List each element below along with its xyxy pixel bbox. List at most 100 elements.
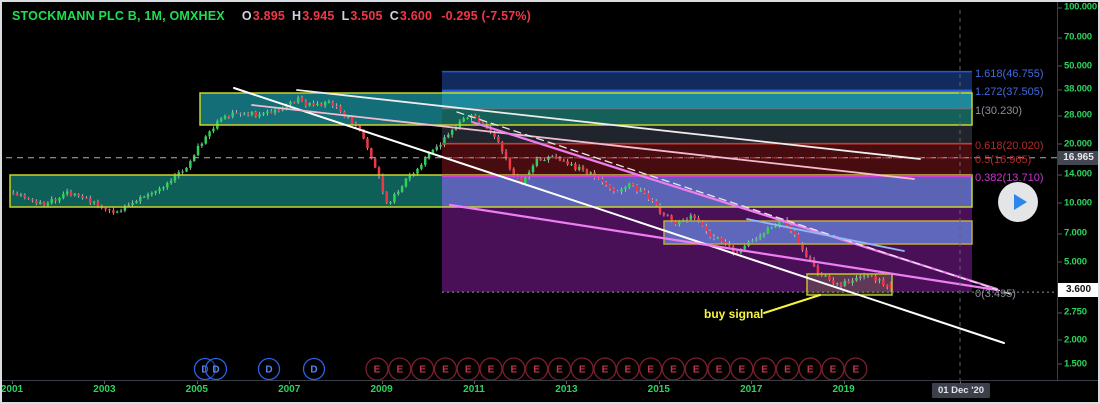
earnings-marker[interactable]: E: [844, 357, 868, 380]
fib-level-label[interactable]: 0.382(13.710): [975, 171, 1044, 184]
mid-range-box-border[interactable]: [663, 220, 973, 245]
trendline-pink-upper[interactable]: [251, 104, 915, 180]
trendline-lightblue[interactable]: [746, 218, 905, 252]
fib-zones-and-boxes[interactable]: [10, 71, 972, 295]
earnings-marker[interactable]: E: [661, 357, 686, 380]
svg-text:D: D: [265, 365, 272, 376]
year-label: 2011: [463, 384, 485, 395]
top-range-box-left: [200, 93, 442, 125]
svg-text:E: E: [556, 365, 563, 376]
price-tick: 14.000: [1058, 168, 1092, 180]
svg-text:E: E: [716, 365, 723, 376]
year-label: 2005: [185, 384, 208, 395]
bottom-range-box-border[interactable]: [806, 273, 893, 296]
buy-signal-arrow[interactable]: [763, 294, 821, 314]
earnings-marker[interactable]: E: [547, 357, 572, 380]
buy-signal-label[interactable]: buy signal: [704, 307, 764, 321]
earnings-marker[interactable]: E: [821, 357, 845, 380]
fib-level-label[interactable]: 1(30.230): [975, 104, 1023, 117]
price-tick: 2.750: [1058, 306, 1087, 318]
svg-text:E: E: [738, 365, 745, 376]
price-tick: 5.000: [1058, 256, 1087, 268]
svg-text:E: E: [670, 365, 677, 376]
fib-zone-1272-1618: [442, 71, 972, 91]
price-tick: 7.000: [1058, 227, 1087, 239]
dividend-marker[interactable]: D: [204, 357, 228, 380]
current-date-label: 01 Dec '20: [931, 383, 991, 398]
price-tick: 38.000: [1058, 83, 1092, 95]
earnings-marker[interactable]: E: [433, 357, 458, 380]
year-label: 2017: [740, 384, 763, 395]
svg-text:E: E: [830, 365, 837, 376]
year-tick: [474, 381, 475, 384]
price-level-badge: 3.600: [1058, 282, 1098, 297]
price-tick: 50.000: [1058, 60, 1092, 72]
fib-level-label[interactable]: 0(3.495): [975, 288, 1016, 301]
svg-text:E: E: [488, 365, 495, 376]
year-tick: [658, 381, 660, 384]
price-tick: 20.000: [1058, 138, 1092, 150]
low-value: 3.505: [350, 9, 383, 23]
trendline-white-long[interactable]: [233, 87, 1005, 344]
svg-text:E: E: [533, 365, 540, 376]
trendline-white-upper[interactable]: [296, 89, 921, 160]
earnings-marker[interactable]: E: [707, 357, 731, 380]
trendline-violet-lower[interactable]: [448, 203, 999, 292]
svg-text:E: E: [419, 365, 426, 376]
fib-level-label[interactable]: 1.618(46.755): [975, 67, 1044, 80]
earnings-marker[interactable]: E: [730, 357, 754, 380]
svg-text:E: E: [602, 365, 609, 376]
price-tick: 1.500: [1058, 358, 1087, 370]
svg-text:E: E: [579, 365, 586, 376]
year-tick: [196, 381, 198, 384]
fib-level-label[interactable]: 0.5(16.965): [975, 153, 1032, 166]
svg-text:E: E: [510, 365, 517, 376]
earnings-marker[interactable]: E: [638, 357, 663, 380]
fib-level-label[interactable]: 0.618(20.020): [975, 139, 1044, 152]
svg-text:E: E: [465, 365, 472, 376]
time-axis[interactable]: 01 Dec '20 2001 2003 2005 2007 2009 2011 2013 2…: [2, 380, 1098, 400]
change-value: -0.295 (-7.57%): [441, 9, 532, 23]
year-label: 2007: [278, 384, 301, 395]
earnings-marker[interactable]: E: [365, 357, 389, 380]
price-axis[interactable]: 100.000 70.000 50.000 38.000 28.000 20.000 14.…: [1057, 2, 1098, 380]
earnings-marker[interactable]: E: [798, 357, 822, 380]
earnings-marker[interactable]: E: [388, 357, 412, 380]
play-button[interactable]: [998, 182, 1038, 222]
close-label: C: [389, 9, 399, 23]
trendlines[interactable]: [233, 87, 1011, 344]
earnings-marker[interactable]: E: [570, 357, 594, 380]
svg-text:E: E: [442, 365, 449, 376]
earnings-marker[interactable]: E: [502, 357, 526, 380]
earnings-marker[interactable]: E: [524, 357, 549, 380]
price-tick: 10.000: [1058, 197, 1092, 209]
play-icon: [1013, 194, 1027, 210]
svg-text:E: E: [374, 365, 381, 376]
earnings-marker[interactable]: E: [616, 357, 640, 380]
trendline-violet-steep[interactable]: [470, 120, 999, 291]
earnings-marker[interactable]: E: [775, 357, 800, 380]
candlestick-series[interactable]: [12, 95, 893, 292]
fib-level-label[interactable]: 1.272(37.505): [975, 86, 1044, 99]
svg-text:E: E: [647, 365, 654, 376]
year-label: 2009: [370, 384, 393, 395]
year-tick: [843, 381, 845, 384]
svg-text:E: E: [852, 365, 859, 376]
earnings-marker[interactable]: E: [456, 357, 480, 380]
earnings-marker[interactable]: E: [410, 357, 435, 380]
earnings-marker[interactable]: E: [479, 357, 503, 380]
dividend-marker[interactable]: D: [302, 357, 326, 380]
earnings-marker[interactable]: E: [593, 357, 617, 380]
earnings-marker[interactable]: E: [752, 357, 777, 380]
earnings-marker[interactable]: E: [684, 357, 708, 380]
trendline-white-dashed[interactable]: [456, 111, 1011, 295]
symbol-info-bar: STOCKMANN PLC B, 1M, OMXHEX O3.895 H3.945 L…: [12, 9, 531, 23]
year-tick: [104, 381, 106, 384]
price-tick: 100.000: [1058, 1, 1097, 13]
symbol-title[interactable]: STOCKMANN PLC B, 1M, OMXHEX: [12, 9, 225, 23]
high-label: H: [292, 9, 302, 23]
dividend-marker[interactable]: D: [257, 357, 281, 380]
